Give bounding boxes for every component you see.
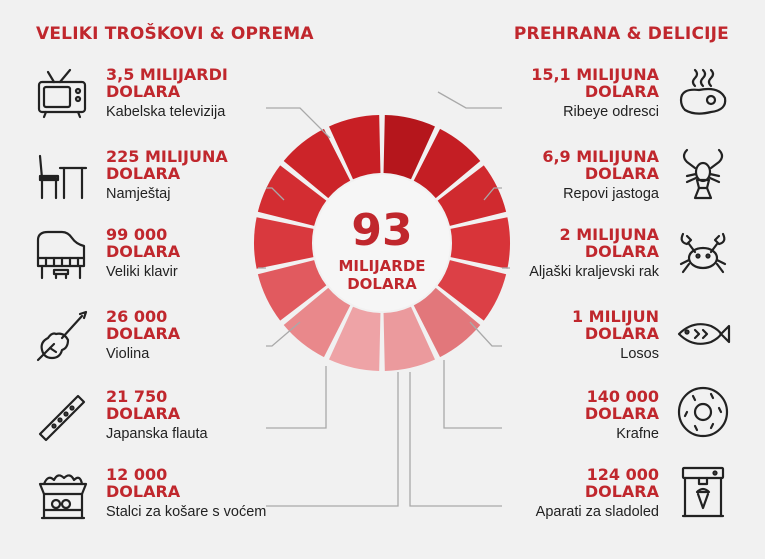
donut-segment bbox=[450, 217, 510, 269]
item-label: Kabelska televizija bbox=[106, 104, 226, 120]
donut-segment bbox=[283, 287, 351, 358]
connector-line bbox=[469, 321, 502, 347]
connector-line bbox=[437, 91, 502, 109]
donut-segment bbox=[437, 165, 507, 226]
donut-segment bbox=[257, 260, 327, 321]
item-amount: 21 750 DOLARA bbox=[106, 387, 181, 423]
donut-segment bbox=[257, 165, 327, 226]
donut-segment bbox=[413, 287, 481, 358]
connector-line bbox=[266, 107, 331, 139]
list-item-alaskan-king-crab: 2 MILIJUNA DOLARA Aljaški kraljevski rak bbox=[439, 226, 659, 280]
connector-line bbox=[266, 372, 399, 507]
donut-center bbox=[314, 175, 450, 311]
item-label: Namještaj bbox=[106, 186, 171, 202]
connector-line bbox=[443, 360, 502, 429]
crab-icon bbox=[675, 226, 731, 282]
item-label: Krafne bbox=[616, 426, 659, 442]
donut-segment bbox=[413, 128, 481, 199]
item-amount: 1 MILIJUN DOLARA bbox=[571, 307, 659, 343]
donut-segment bbox=[283, 128, 351, 199]
furniture-icon bbox=[34, 148, 90, 204]
right-section-title: PREHRANA & DELICIJE bbox=[513, 24, 729, 44]
item-label: Losos bbox=[620, 346, 659, 362]
donut-segment bbox=[437, 260, 507, 321]
connector-line bbox=[266, 321, 301, 347]
donut-icon bbox=[675, 384, 731, 440]
tv-icon bbox=[34, 66, 90, 122]
list-item-ice-cream-machines: 124 000 DOLARA Aparati za sladoled bbox=[439, 466, 659, 520]
donut-segment bbox=[254, 217, 314, 269]
list-item-japanese-flute: 21 750 DOLARA Japanska flauta bbox=[106, 388, 326, 442]
list-item-ribeye: 15,1 MILIJUNA DOLARA Ribeye odresci bbox=[439, 66, 659, 120]
item-amount: 2 MILIJUNA DOLARA bbox=[559, 225, 659, 261]
list-item-cable-tv: 3,5 MILIJARDI DOLARA Kabelska televizija bbox=[106, 66, 326, 120]
list-item-donuts: 140 000 DOLARA Krafne bbox=[439, 388, 659, 442]
item-label: Stalci za košare s voćem bbox=[106, 504, 267, 520]
flute-icon bbox=[34, 388, 90, 444]
item-amount: 3,5 MILIJARDI DOLARA bbox=[106, 65, 228, 101]
donut-segment bbox=[329, 306, 381, 371]
list-item-furniture: 225 MILIJUNA DOLARA Namještaj bbox=[106, 148, 326, 202]
connector-line bbox=[409, 372, 502, 507]
list-item-lobster-tails: 6,9 MILIJUNA DOLARA Repovi jastoga bbox=[439, 148, 659, 202]
total-amount: 93 bbox=[351, 205, 413, 256]
donut-segment bbox=[329, 115, 381, 180]
donut-segment bbox=[383, 115, 435, 180]
item-amount: 99 000 DOLARA bbox=[106, 225, 181, 261]
item-label: Ribeye odresci bbox=[563, 104, 659, 120]
item-amount: 124 000 DOLARA bbox=[584, 465, 659, 501]
item-amount: 15,1 MILIJUNA DOLARA bbox=[531, 65, 659, 101]
connector-line bbox=[266, 366, 327, 429]
list-item-violin: 26 000 DOLARA Violina bbox=[106, 308, 326, 362]
item-amount: 225 MILIJUNA DOLARA bbox=[106, 147, 228, 183]
steak-icon bbox=[675, 66, 731, 122]
item-amount: 6,9 MILIJUNA DOLARA bbox=[542, 147, 659, 183]
item-label: Japanska flauta bbox=[106, 426, 208, 442]
item-label: Aljaški kraljevski rak bbox=[529, 264, 659, 280]
item-amount: 12 000 DOLARA bbox=[106, 465, 181, 501]
piano-icon bbox=[34, 226, 90, 282]
connector-line bbox=[483, 187, 502, 201]
total-unit: MILIJARDE DOLARA bbox=[338, 257, 426, 293]
left-section-title: VELIKI TROŠKOVI & OPREMA bbox=[36, 24, 314, 44]
item-label: Veliki klavir bbox=[106, 264, 178, 280]
list-item-grand-piano: 99 000 DOLARA Veliki klavir bbox=[106, 226, 326, 280]
ice-cream-machine-icon bbox=[675, 464, 731, 520]
lobster-icon bbox=[675, 146, 731, 202]
item-amount: 140 000 DOLARA bbox=[584, 387, 659, 423]
item-amount: 26 000 DOLARA bbox=[106, 307, 181, 343]
item-label: Violina bbox=[106, 346, 150, 362]
violin-icon bbox=[34, 308, 90, 364]
fruit-basket-icon bbox=[34, 466, 90, 522]
fish-icon bbox=[675, 306, 731, 362]
item-label: Aparati za sladoled bbox=[535, 504, 659, 520]
connector-line bbox=[266, 187, 285, 201]
list-item-fruit-basket-stands: 12 000 DOLARA Stalci za košare s voćem bbox=[106, 466, 326, 520]
list-item-salmon: 1 MILIJUN DOLARA Losos bbox=[439, 308, 659, 362]
donut-segment bbox=[383, 306, 435, 371]
item-label: Repovi jastoga bbox=[563, 186, 659, 202]
